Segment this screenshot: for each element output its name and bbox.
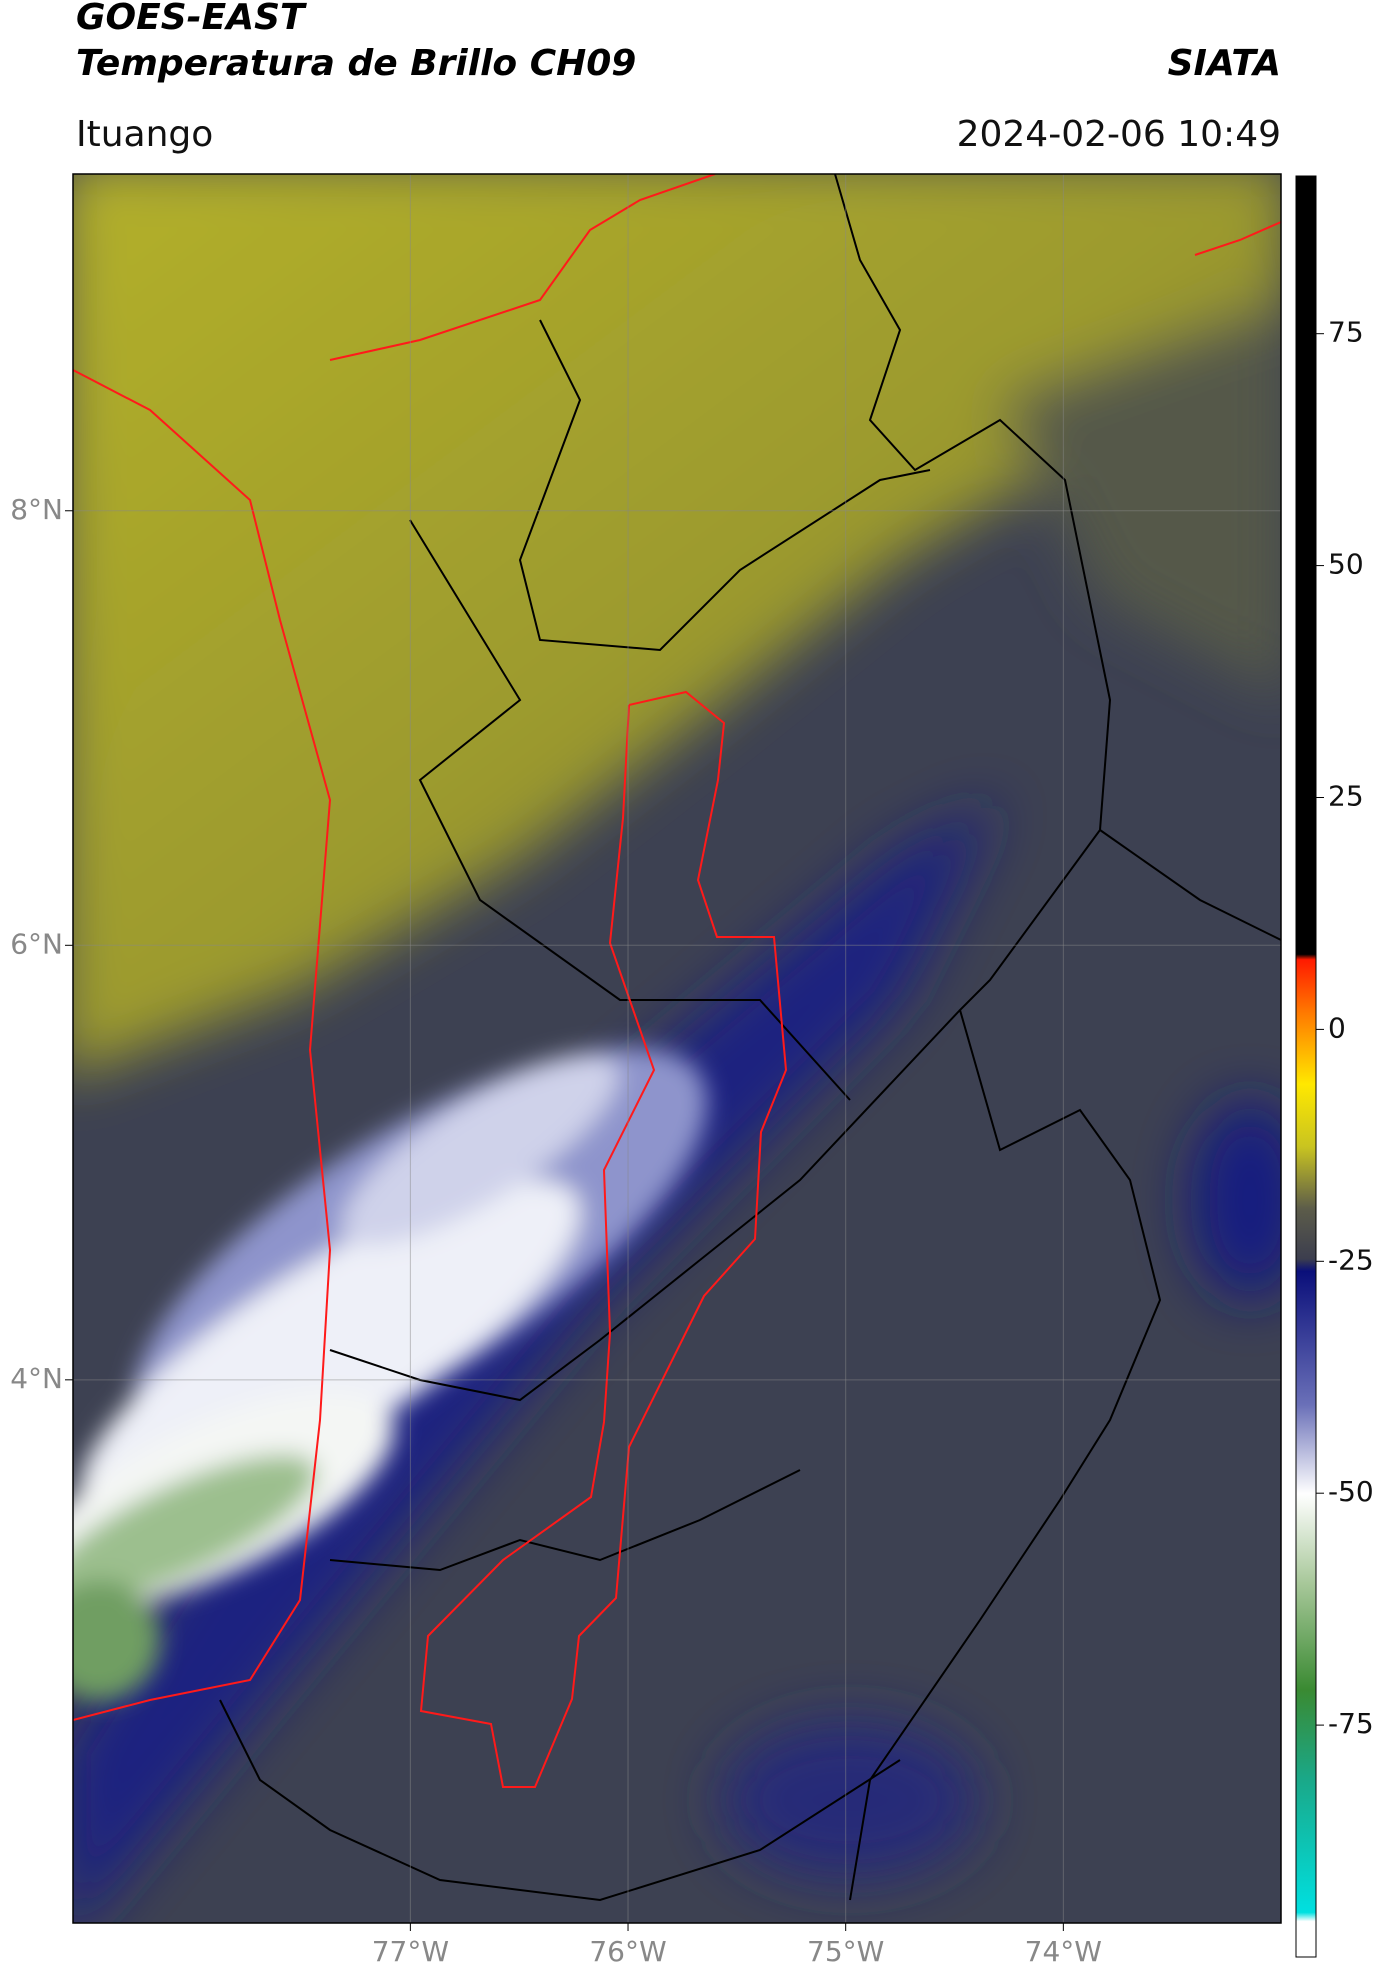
- lon-label: 76°W: [589, 1935, 666, 1968]
- colorbar-label: -50: [1328, 1475, 1374, 1508]
- lat-label: 4°N: [10, 1362, 63, 1395]
- map-image: [73, 174, 1281, 1923]
- lat-label: 6°N: [10, 927, 63, 960]
- colorbar-label: 50: [1328, 548, 1364, 581]
- colorbar-label: -25: [1328, 1243, 1374, 1276]
- colorbar-label: 0: [1328, 1011, 1346, 1044]
- lon-label: 75°W: [807, 1935, 884, 1968]
- colorbar-label: -75: [1328, 1707, 1374, 1740]
- datetime: 2024-02-06 10:49: [957, 114, 1281, 155]
- lon-label: 77°W: [372, 1935, 449, 1968]
- colorbar-label: 75: [1328, 316, 1364, 349]
- lat-label: 8°N: [10, 493, 63, 526]
- colorbar-label: 25: [1328, 779, 1364, 812]
- brand: SIATA: [1168, 43, 1281, 84]
- subtitle: Temperatura de Brillo CH09: [76, 43, 636, 84]
- title: GOES-EAST: [76, 0, 307, 38]
- lon-label: 74°W: [1025, 1935, 1102, 1968]
- location: Ituango: [76, 114, 213, 155]
- colorbar: [1295, 175, 1317, 1958]
- map-frame: [72, 173, 1282, 1924]
